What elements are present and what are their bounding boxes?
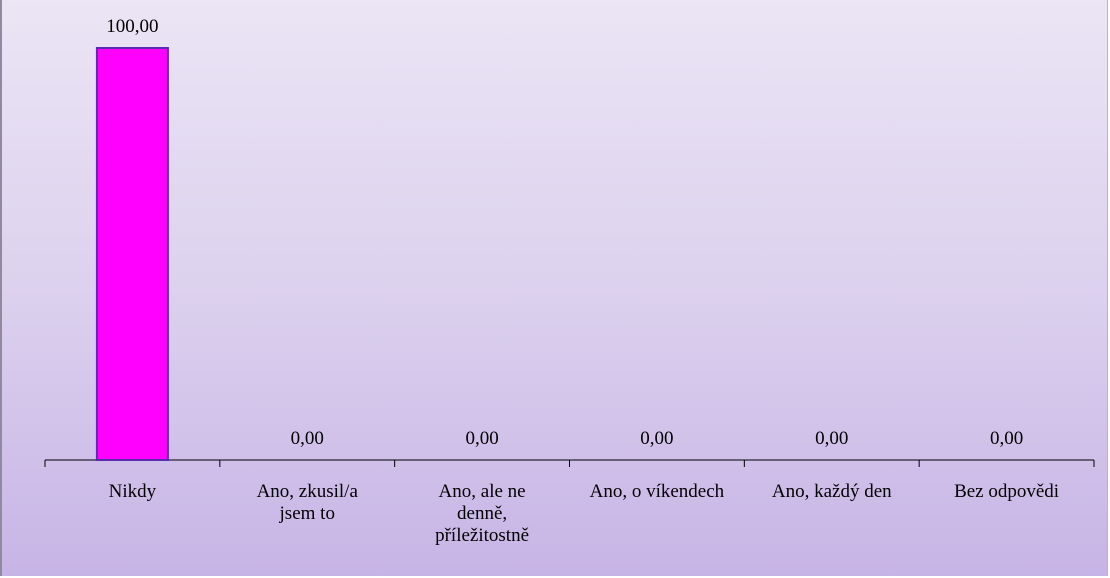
value-label: 100,00 (106, 16, 158, 37)
bars (95, 47, 169, 461)
value-labels: 100,00 0,00 0,00 0,00 0,00 0,00 (106, 16, 1023, 449)
category-label: Ano, zkusil/a jsem to (257, 481, 359, 524)
category-label: Nikdy (109, 481, 157, 502)
value-label: 0,00 (990, 428, 1023, 449)
x-axis (44, 459, 1095, 467)
category-label: Bez odpovědi (954, 481, 1059, 502)
value-label: 0,00 (815, 428, 848, 449)
bar (95, 47, 169, 461)
category-label: Ano, ale ne denně, příležitostně (435, 481, 529, 546)
value-label: 0,00 (465, 428, 498, 449)
value-label: 0,00 (291, 428, 324, 449)
category-label: Ano, každý den (772, 481, 892, 502)
value-label: 0,00 (640, 428, 673, 449)
category-labels: Nikdy Ano, zkusil/a jsem to Ano, ale ne denn… (109, 481, 1059, 546)
category-label: Ano, o víkendech (590, 481, 725, 502)
